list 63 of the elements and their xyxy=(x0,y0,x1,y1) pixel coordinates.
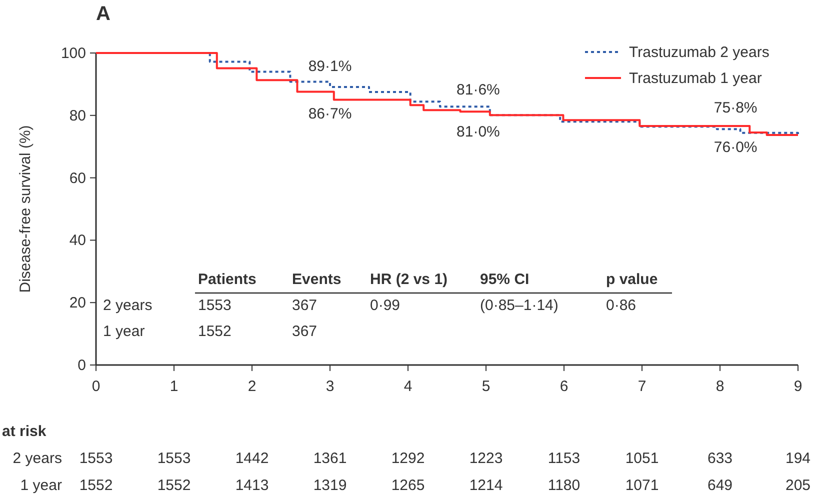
annotation: Events xyxy=(292,271,342,288)
text: 1223 xyxy=(469,450,503,467)
chart-title: A xyxy=(96,3,110,25)
text: 1071 xyxy=(625,477,659,494)
text: 1292 xyxy=(391,450,425,467)
y-tick-label: 100 xyxy=(60,45,86,62)
x-tick-label: 8 xyxy=(716,378,724,395)
annotation: HR (2 vs 1) xyxy=(370,271,448,288)
annotation: 81·6% xyxy=(456,81,500,98)
y-axis-title: Disease-free survival (%) xyxy=(17,125,34,293)
annotation: 367 xyxy=(292,323,318,340)
text: 1319 xyxy=(313,477,347,494)
text: 2 years xyxy=(12,450,62,467)
annotation: p value xyxy=(606,271,658,288)
annotation: 0·99 xyxy=(370,297,400,314)
annotation: 0·86 xyxy=(606,297,636,314)
text: 1153 xyxy=(548,450,580,467)
annotation: 1 year xyxy=(103,323,145,340)
annotation: 75·8% xyxy=(714,100,758,117)
text: 1553 xyxy=(157,450,191,467)
text: 1051 xyxy=(625,450,659,467)
text: 194 xyxy=(785,450,811,467)
annotation: (0·85–1·14) xyxy=(480,297,558,314)
x-tick-label: 9 xyxy=(794,378,802,395)
text: 633 xyxy=(707,450,733,467)
x-tick-label: 6 xyxy=(560,378,568,395)
y-tick-label: 60 xyxy=(69,170,86,187)
text: 1214 xyxy=(469,477,503,494)
annotation: 367 xyxy=(292,297,318,314)
y-tick-label: 20 xyxy=(69,294,86,312)
text: at risk xyxy=(2,423,47,440)
annotation: 1553 xyxy=(198,297,232,314)
y-tick-label: 0 xyxy=(78,357,86,374)
annotation: 76·0% xyxy=(714,138,758,156)
annotation: 95% CI xyxy=(480,271,530,288)
annotation: 2 years xyxy=(103,297,152,314)
text: 1361 xyxy=(313,450,347,467)
text: 1553 xyxy=(79,450,113,467)
x-tick-label: 1 xyxy=(170,378,178,395)
x-tick-label: 2 xyxy=(248,378,256,395)
legend-label: Trastuzumab 1 year xyxy=(629,70,762,87)
x-tick-label: 7 xyxy=(638,378,646,395)
text: 1180 xyxy=(548,477,580,494)
annotation: 89·1% xyxy=(308,58,352,76)
x-tick-label: 0 xyxy=(92,378,100,395)
text: 649 xyxy=(707,477,733,494)
x-tick-label: 3 xyxy=(326,378,334,395)
annotation: Patients xyxy=(198,271,256,288)
annotation: 86·7% xyxy=(308,105,352,122)
text: 205 xyxy=(785,477,811,494)
x-tick-label: 5 xyxy=(482,378,490,395)
text: 1413 xyxy=(235,477,269,494)
text: 1 year xyxy=(20,477,62,494)
text: 1265 xyxy=(391,477,425,494)
annotation: 1552 xyxy=(198,323,232,340)
text: 1442 xyxy=(235,450,269,467)
annotation: 81·0% xyxy=(456,123,500,140)
y-tick-label: 80 xyxy=(69,107,86,124)
x-tick-label: 4 xyxy=(404,378,412,395)
text: 1552 xyxy=(157,477,191,494)
legend-label: Trastuzumab 2 years xyxy=(629,44,770,61)
y-tick-label: 40 xyxy=(69,232,86,250)
text: 1552 xyxy=(79,477,113,494)
